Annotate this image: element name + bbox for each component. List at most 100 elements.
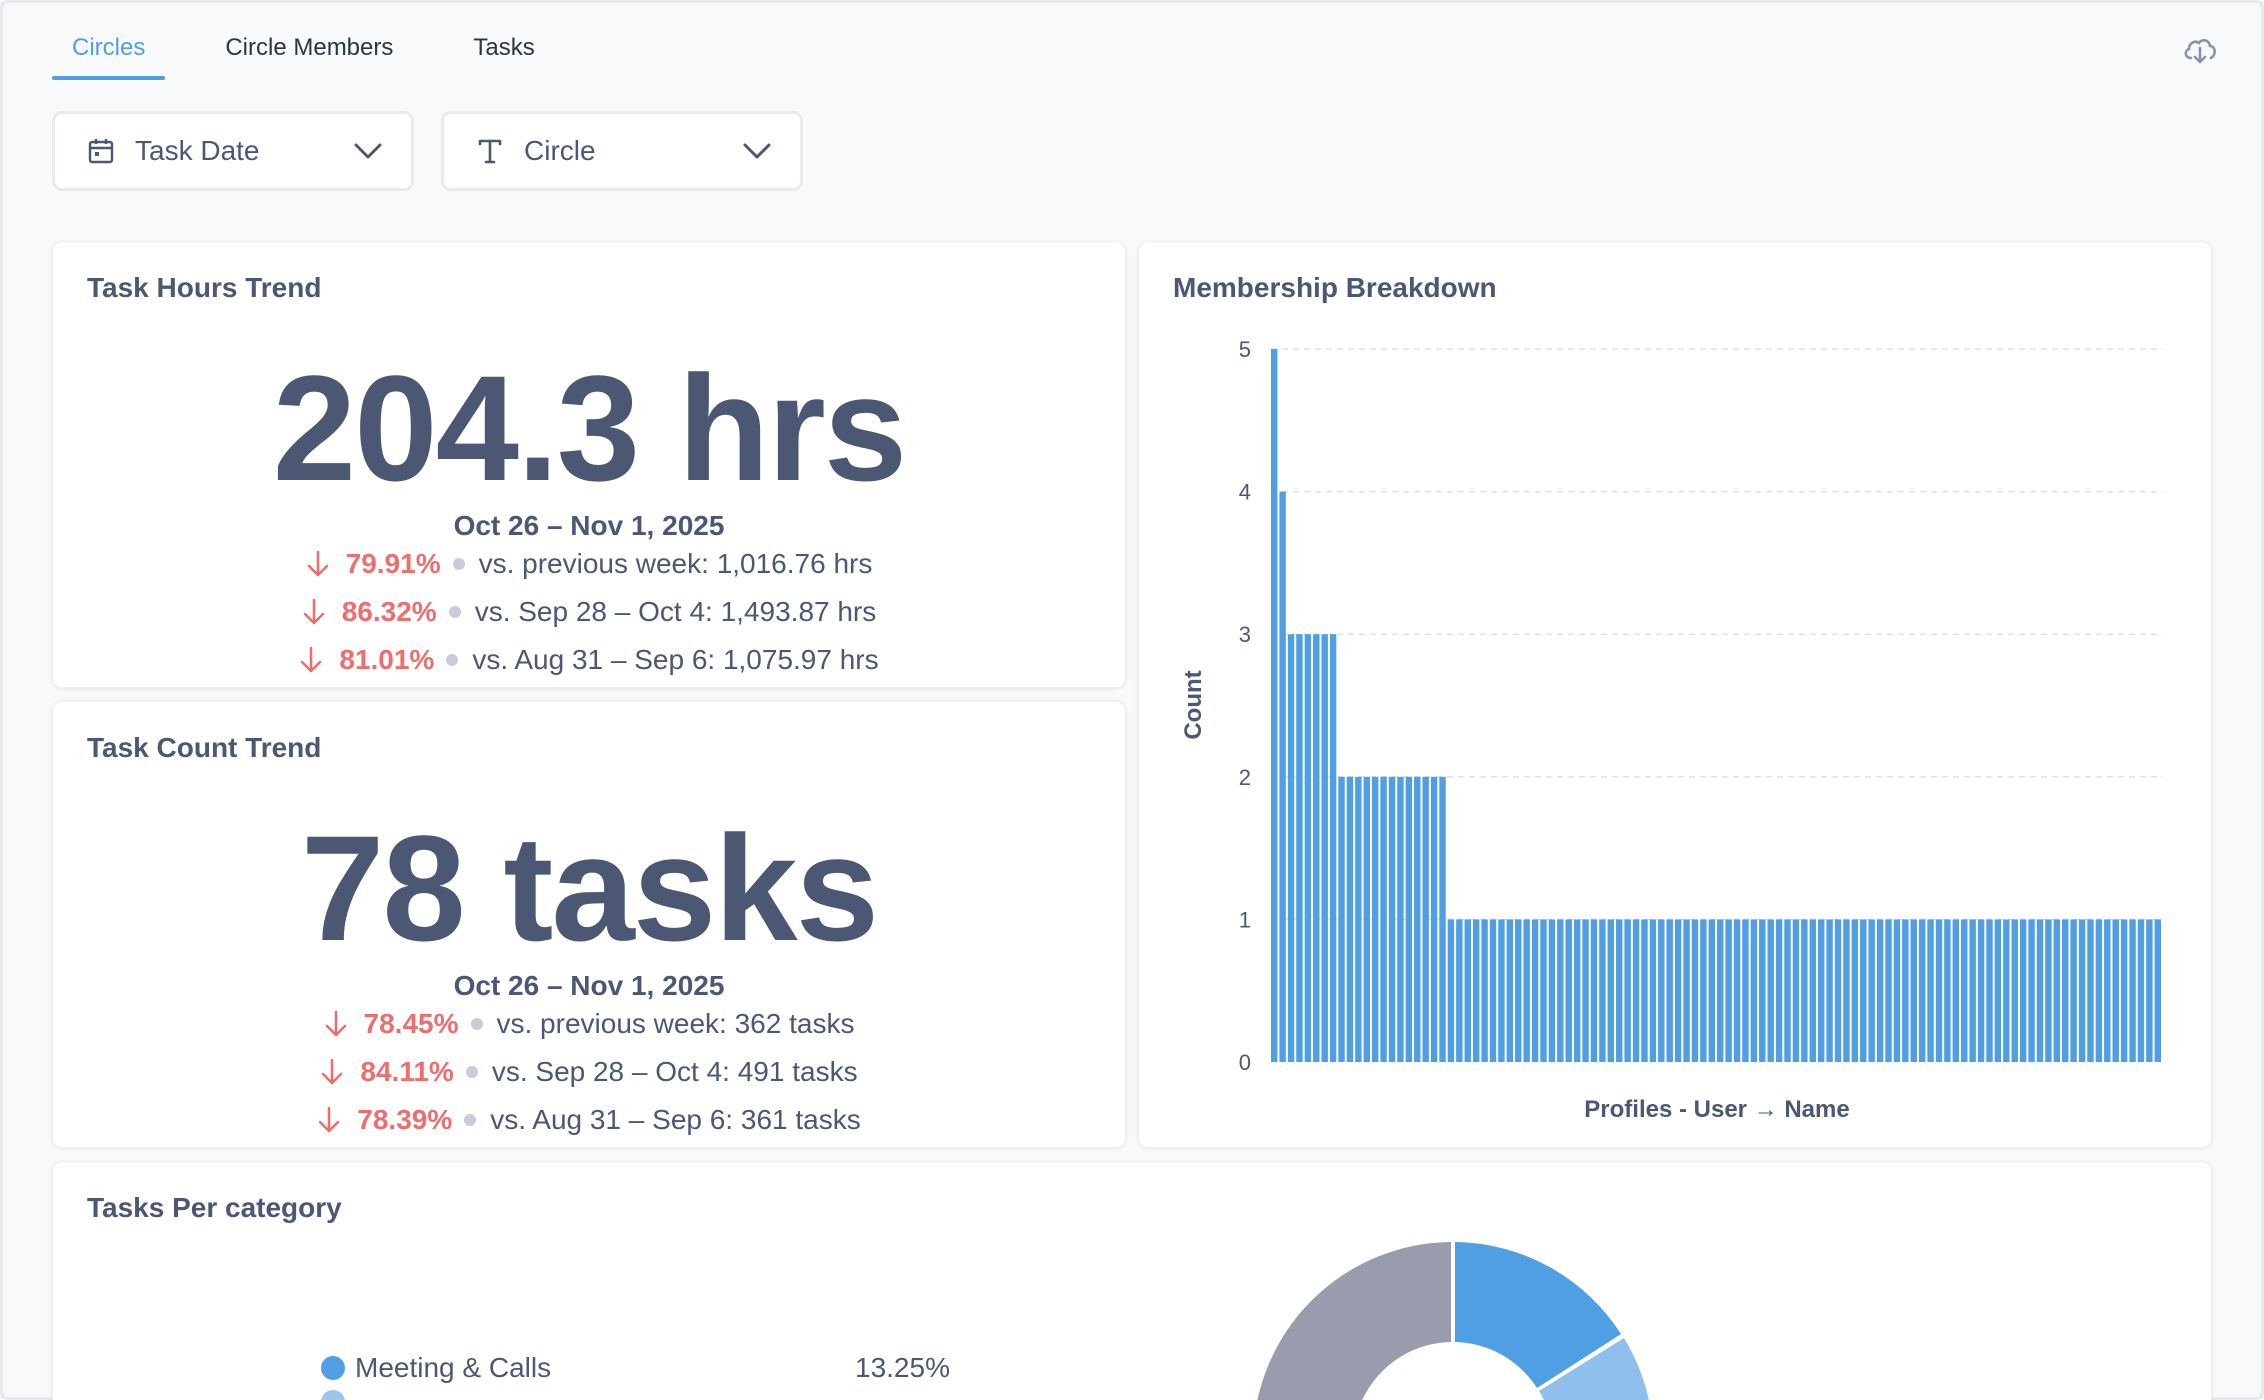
bar[interactable]	[1666, 919, 1673, 1062]
bar[interactable]	[1649, 919, 1657, 1062]
bar[interactable]	[1371, 776, 1379, 1062]
filter-task-date[interactable]: Task Date	[52, 111, 414, 191]
bar[interactable]	[1397, 776, 1404, 1062]
bar[interactable]	[1287, 634, 1295, 1062]
bar[interactable]	[1472, 919, 1480, 1062]
bar[interactable]	[1565, 919, 1572, 1062]
bar[interactable]	[1759, 919, 1766, 1062]
bar[interactable]	[1313, 634, 1320, 1062]
bar[interactable]	[1632, 919, 1640, 1062]
bar[interactable]	[1792, 919, 1800, 1062]
bar[interactable]	[2045, 919, 2052, 1062]
tab-tasks[interactable]: Tasks	[473, 34, 535, 61]
bar[interactable]	[1885, 919, 1892, 1062]
bar[interactable]	[1725, 919, 1732, 1062]
bar[interactable]	[1674, 919, 1682, 1062]
bar[interactable]	[2062, 919, 2069, 1062]
bar[interactable]	[2104, 919, 2111, 1062]
tab-circles[interactable]: Circles	[52, 22, 166, 80]
bar[interactable]	[2019, 919, 2027, 1062]
bar[interactable]	[1414, 776, 1421, 1062]
bar[interactable]	[1447, 919, 1455, 1062]
bar[interactable]	[1784, 919, 1791, 1062]
bar[interactable]	[1540, 919, 1547, 1062]
bar[interactable]	[1498, 919, 1505, 1062]
bar[interactable]	[1548, 919, 1556, 1062]
bar[interactable]	[1430, 776, 1438, 1062]
bar[interactable]	[1935, 919, 1943, 1062]
bar[interactable]	[2120, 919, 2128, 1062]
bar[interactable]	[2036, 919, 2044, 1062]
bar[interactable]	[1329, 634, 1337, 1062]
bar[interactable]	[1767, 919, 1774, 1062]
bar[interactable]	[1994, 919, 2002, 1062]
bar[interactable]	[1944, 919, 1951, 1062]
bar[interactable]	[2078, 919, 2086, 1062]
bar[interactable]	[1422, 776, 1429, 1062]
bar[interactable]	[1338, 776, 1345, 1062]
bar[interactable]	[1380, 776, 1387, 1062]
bar[interactable]	[1893, 919, 1901, 1062]
bar[interactable]	[1918, 919, 1926, 1062]
bar[interactable]	[1775, 919, 1783, 1062]
bar[interactable]	[1515, 919, 1522, 1062]
bar[interactable]	[1927, 919, 1934, 1062]
bar[interactable]	[1279, 491, 1286, 1063]
bar[interactable]	[1851, 919, 1859, 1062]
bar[interactable]	[1599, 919, 1606, 1062]
bar[interactable]	[1355, 776, 1362, 1062]
bar[interactable]	[2011, 919, 2018, 1062]
bar[interactable]	[1902, 919, 1909, 1062]
tab-circle-members[interactable]: Circle Members	[225, 34, 394, 61]
bar[interactable]	[1834, 919, 1842, 1062]
donut-slice[interactable]	[1539, 1338, 1651, 1400]
bar[interactable]	[2053, 919, 2061, 1062]
bar[interactable]	[1582, 919, 1589, 1062]
bar[interactable]	[1717, 919, 1724, 1062]
bar[interactable]	[1321, 634, 1328, 1062]
bar[interactable]	[1809, 919, 1816, 1062]
bar[interactable]	[2003, 919, 2010, 1062]
bar[interactable]	[1750, 919, 1758, 1062]
bar[interactable]	[1346, 776, 1354, 1062]
cloud-download-icon[interactable]	[2182, 34, 2218, 66]
bar[interactable]	[2154, 919, 2161, 1062]
bar[interactable]	[1296, 634, 1303, 1062]
bar[interactable]	[1801, 919, 1808, 1062]
bar[interactable]	[1961, 919, 1968, 1062]
bar[interactable]	[1624, 919, 1631, 1062]
bar[interactable]	[2087, 919, 2094, 1062]
bar[interactable]	[1691, 919, 1699, 1062]
bar[interactable]	[1817, 919, 1825, 1062]
bar[interactable]	[1557, 919, 1564, 1062]
bar[interactable]	[1868, 919, 1875, 1062]
bar[interactable]	[1607, 919, 1615, 1062]
legend-item[interactable]	[321, 1390, 355, 1400]
bar[interactable]	[2146, 919, 2153, 1062]
bar[interactable]	[1489, 919, 1497, 1062]
bar[interactable]	[1876, 919, 1884, 1062]
bar[interactable]	[1977, 919, 1985, 1062]
bar[interactable]	[1683, 919, 1690, 1062]
bar[interactable]	[1271, 349, 1278, 1062]
bar[interactable]	[1304, 634, 1312, 1062]
bar[interactable]	[1363, 776, 1370, 1062]
donut-slice[interactable]	[1253, 1242, 1451, 1400]
bar[interactable]	[2070, 919, 2077, 1062]
bar[interactable]	[2129, 919, 2136, 1062]
bar[interactable]	[1860, 919, 1867, 1062]
bar[interactable]	[2028, 919, 2035, 1062]
bar[interactable]	[1405, 776, 1413, 1062]
bar[interactable]	[2095, 919, 2103, 1062]
bar[interactable]	[1708, 919, 1715, 1062]
legend-item[interactable]: Meeting & Calls	[321, 1352, 551, 1384]
bar[interactable]	[1388, 776, 1396, 1062]
bar[interactable]	[1523, 919, 1530, 1062]
donut-slice-meeting-calls[interactable]	[1455, 1242, 1621, 1388]
bar[interactable]	[1641, 919, 1648, 1062]
bar[interactable]	[1573, 919, 1581, 1062]
bar[interactable]	[1986, 919, 1993, 1062]
bar[interactable]	[1464, 919, 1471, 1062]
bar[interactable]	[1616, 919, 1623, 1062]
bar[interactable]	[1843, 919, 1850, 1062]
